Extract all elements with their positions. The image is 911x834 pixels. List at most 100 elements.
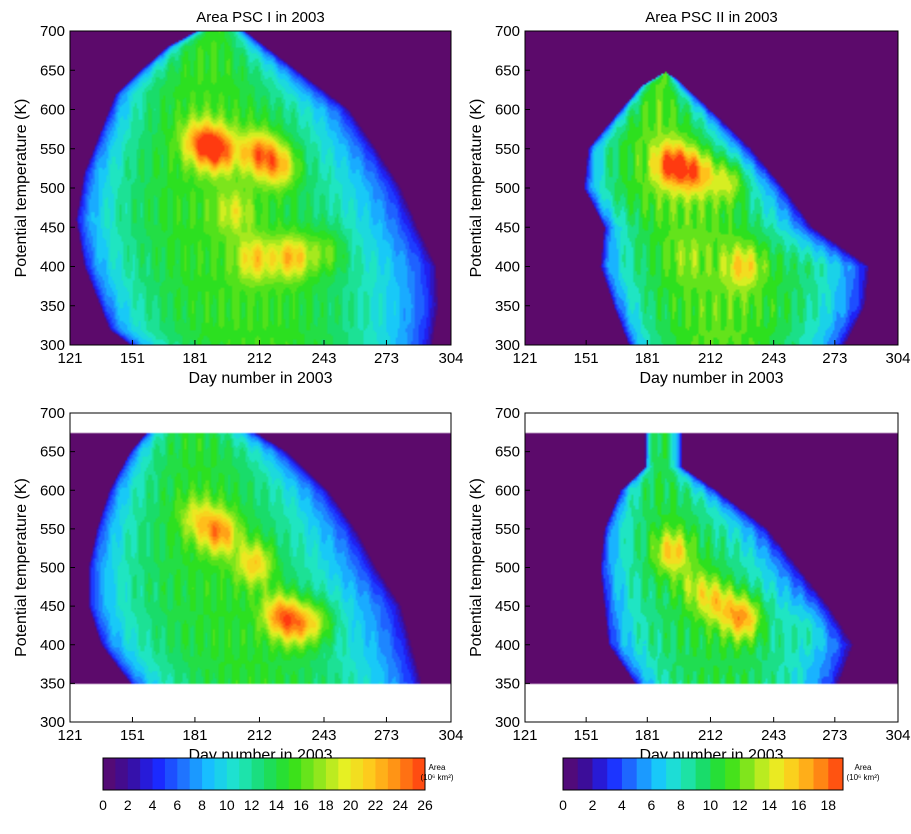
colorbar-swatch [710,758,726,790]
colorbar-tick-label: 18 [820,797,836,813]
y-tick-label: 500 [40,180,65,197]
colorbar-swatch [607,758,623,790]
y-tick-label: 550 [40,141,65,158]
colorbar-tick-label: 20 [343,797,359,813]
colorbar-swatch [828,758,844,790]
colorbar-swatch [666,758,682,790]
colorbar-label: Area [429,763,446,772]
x-tick-label: 121 [57,350,82,367]
colorbar-swatch [577,758,593,790]
panel-2: 121 151 181 212 243 273 304 300 350 400 450 500 550 6… [468,9,911,387]
y-tick-label: 450 [40,598,65,615]
y-tick-label: 300 [495,337,520,354]
colorbar-tick-label: 4 [618,797,626,813]
y-tick-label: 400 [40,259,65,276]
colorbar-swatch [363,758,376,790]
x-axis-label: Day number in 2003 [639,370,783,387]
colorbar-swatch [226,758,240,790]
y-tick-label: 650 [40,62,65,79]
x-tick-label: 181 [182,727,207,744]
y-axis-label: Potential temperature (K) [468,99,485,278]
colorbar-swatch [214,758,228,790]
x-tick-label: 212 [698,350,723,367]
x-tick-label: 121 [512,350,537,367]
y-axis-label: Potential temperature (K) [468,478,485,657]
y-tick-label: 400 [495,259,520,276]
colorbar-swatch [769,758,785,790]
y-tick-label: 450 [495,598,520,615]
x-tick-label: 151 [120,350,145,367]
y-tick-label: 600 [40,482,65,499]
colorbar-swatch [754,758,770,790]
colorbar-swatch [813,758,829,790]
colorbar-swatch [140,758,154,790]
colorbar-swatch [164,758,178,790]
colorbar-swatch [695,758,711,790]
y-tick-label: 350 [40,675,65,692]
y-tick-label: 700 [40,23,65,40]
colorbar-swatch [387,758,401,790]
colorbar-swatch [115,758,129,790]
y-tick-label: 500 [40,560,65,577]
colorbar-tick-label: 12 [244,797,260,813]
x-tick-label: 212 [247,727,272,744]
colorbar-tick-label: 10 [219,797,235,813]
colorbar-tick-label: 16 [791,797,807,813]
colorbar-swatch [276,758,290,790]
y-tick-label: 700 [40,405,65,422]
y-tick-label: 300 [40,714,65,731]
colorbar-swatch [325,758,339,790]
colorbar-label: Area [855,763,872,772]
x-tick-label: 273 [374,350,399,367]
x-tick-label: 181 [635,727,660,744]
y-tick-label: 550 [40,521,65,538]
x-tick-label: 304 [438,727,463,744]
colorbar-swatch [301,758,315,790]
colorbar-tick-label: 6 [648,797,656,813]
colorbar-swatch [350,758,364,790]
colorbar-frame [562,757,844,791]
colorbar-swatch [127,758,141,790]
x-tick-label: 212 [247,350,272,367]
colorbar-unit: (10⁶ km²) [420,773,453,782]
colorbar-B: 0 2 4 6 8 10 12 14 16 18 Area(10⁶ km²) [559,757,880,813]
colorbar-swatch [592,758,608,790]
colorbar-swatch [103,758,116,790]
colorbar-tick-label: 8 [198,797,206,813]
colorbar-swatch [412,758,426,790]
chart-title: Area PSC I in 2003 [196,9,324,26]
colorbar-tick-label: 0 [559,797,567,813]
colorbar-tick-label: 12 [732,797,748,813]
colorbar-tick-label: 22 [368,797,384,813]
colorbar-swatch [288,758,302,790]
colorbar-tick-label: 14 [762,797,778,813]
colorbar-swatch [798,758,815,790]
y-tick-label: 600 [40,102,65,119]
x-tick-label: 151 [120,727,145,744]
y-tick-label: 450 [40,219,65,236]
x-tick-label: 273 [374,727,399,744]
y-tick-label: 650 [40,444,65,461]
colorbar-swatch [202,758,215,790]
colorbar-tick-label: 16 [293,797,309,813]
colorbar-frame [102,757,426,791]
x-tick-label: 304 [885,350,910,367]
colorbar-swatch [375,758,389,790]
x-tick-label: 181 [635,350,660,367]
colorbar-swatch [400,758,414,790]
y-tick-label: 450 [495,219,520,236]
x-tick-label: 243 [311,350,336,367]
colorbar-tick-label: 2 [589,797,597,813]
x-tick-label: 121 [57,727,82,744]
colorbar-swatch [725,758,741,790]
y-tick-label: 550 [495,141,520,158]
panel-1: 121 151 181 212 243 273 304 300 350 400 450 500 550 6… [13,9,464,387]
colorbar-swatch [739,758,756,790]
x-tick-label: 121 [512,727,537,744]
colorbar-unit: (10⁶ km²) [846,773,879,782]
x-tick-label: 181 [182,350,207,367]
colorbar-swatch [189,758,203,790]
x-axis-label: Day number in 2003 [188,370,332,387]
y-tick-label: 400 [40,637,65,654]
